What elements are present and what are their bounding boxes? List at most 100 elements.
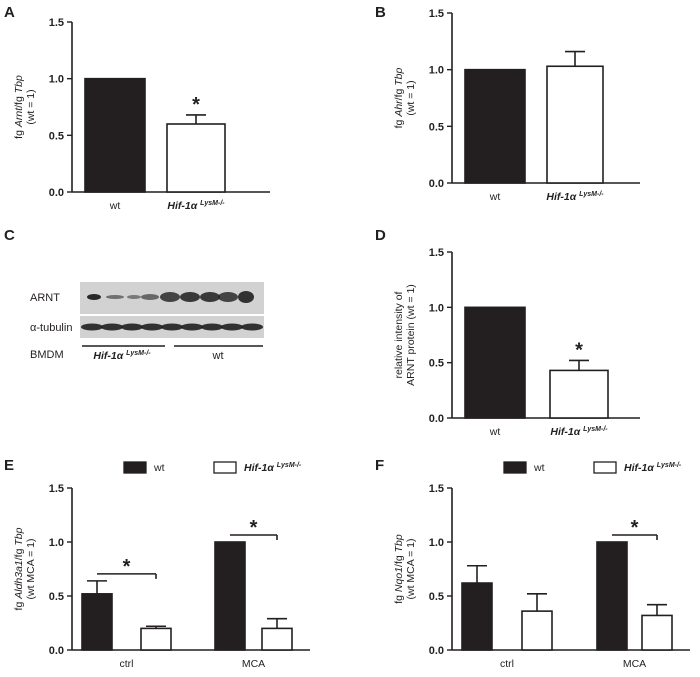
blot-band-tubulin [241,324,263,331]
y-axis-label-line1: fg Aldh3a1/fg Tbp [13,527,25,610]
y-tick-label: 0.5 [429,121,444,133]
genotype-superscript: LysM-/- [200,200,225,207]
panel-letter-d: D [375,227,386,244]
genotype-base: Hif-1α [550,426,583,438]
genotype-superscript: LysM-/- [126,350,151,357]
legend-swatch-knockout [214,462,236,473]
genotype-base: Hif-1α [244,462,277,474]
y-tick-label: 0.0 [49,645,64,657]
blot-band-tubulin [161,324,183,331]
ylabel-ref-gene: Tbp [393,534,405,552]
x-category-label: Hif-1α LysM-/- [550,426,608,438]
legend-label-wt: wt [153,462,165,474]
blot-band-arnt [141,294,159,300]
ylabel-mid: /fg [393,86,405,101]
ylabel-mid: /fg [393,552,405,567]
y-tick-label: 0.5 [429,591,444,603]
panel-letter-c: C [4,227,15,244]
chart-panel-b: 0.0 0.5 1.0 1.5 fg Ahr/fg Tbp(wt = 1) wt Hif-1… [393,8,640,203]
y-axis-label-line2: (wt MCA = 1) [405,539,417,600]
bar-knockout [642,615,672,650]
chart-panel-d: 0.0 0.5 1.0 1.5 relative intensity of ARNT pr… [393,247,640,438]
blot-band-tubulin [81,324,103,331]
panel-letter-e: E [4,457,14,474]
panel-letter-a: A [4,4,15,21]
blot-row-label: α-tubulin [30,322,72,334]
bar-wt [215,542,245,650]
genotype-base: Hif-1α [167,200,200,212]
y-axis-label-line2: ARNT protein (wt = 1) [405,284,417,386]
genotype-superscript: LysM-/- [579,191,604,198]
y-tick-label: 1.0 [429,302,444,314]
blot-band-arnt [127,295,141,299]
y-tick-label: 0.0 [429,178,444,190]
y-tick-label: 1.0 [49,74,64,86]
genotype-base: Hif-1α [93,350,126,362]
significance-star: * [250,517,258,539]
legend-label-wt: wt [533,462,545,474]
ylabel-ref-gene: Tbp [13,75,25,93]
ylabel-gene: Arnt [13,107,25,128]
bar-knockout [550,370,608,418]
x-category-label: MCA [623,658,646,670]
blot-group-wt-label: wt [212,350,224,362]
y-tick-label: 0.5 [49,591,64,603]
blot-band-arnt [87,294,101,300]
y-tick-label: 1.5 [49,483,64,495]
ylabel-ref-gene: Tbp [13,527,25,545]
y-tick-label: 0.0 [429,413,444,425]
blot-band-tubulin [221,324,243,331]
y-axis-label-line1: fg Arnt/fg Tbp [13,75,25,139]
legend-swatch-knockout [594,462,616,473]
blot-band-tubulin [121,324,143,331]
legend-swatch-wt [124,462,146,473]
significance-star: * [631,517,639,539]
ylabel-gene: Nqo1 [393,567,405,592]
y-tick-label: 1.5 [49,17,64,29]
blot-band-tubulin [101,324,123,331]
genotype-superscript: LysM-/- [657,462,682,469]
blot-band-tubulin [201,324,223,331]
x-category-label: wt [489,426,501,438]
y-axis-label-line2: (wt = 1) [405,80,417,115]
blot-band-arnt [160,292,180,302]
panel-letter-b: B [375,4,386,21]
legend-swatch-wt [504,462,526,473]
blot-band-arnt [180,292,200,302]
x-category-label: ctrl [120,658,134,670]
y-axis-label-line1: fg Nqo1/fg Tbp [393,534,405,604]
genotype-base: Hif-1α [546,191,579,203]
ylabel-ref-gene: Tbp [393,67,405,85]
bar-knockout [141,628,171,650]
y-tick-label: 0.0 [49,187,64,199]
bar-wt [462,583,492,650]
blot-group-label: BMDM [30,349,64,361]
x-category-label: ctrl [500,658,514,670]
chart-panel-f: 0.0 0.5 1.0 1.5 fg Nqo1/fg Tbp (wt MCA = 1) ct… [393,462,690,670]
significance-star: * [192,94,200,116]
ylabel-pre: fg [393,592,405,604]
y-tick-label: 1.5 [429,483,444,495]
x-category-label: wt [489,191,501,203]
bar-wt [82,594,112,650]
blot-group-knockout-label: Hif-1α LysM-/- [93,350,151,362]
x-category-label: wt [109,200,121,212]
legend-label-knockout: Hif-1α LysM-/- [244,462,302,474]
y-axis-label-line2: (wt = 1) [25,89,37,124]
blot-band-arnt [106,295,124,299]
significance-star: * [123,556,131,578]
x-category-label: Hif-1α LysM-/- [167,200,225,212]
panel-letter-f: F [375,457,384,474]
y-tick-label: 1.0 [49,537,64,549]
bar-wt [597,542,627,650]
y-axis-label-line2: (wt MCA = 1) [25,539,37,600]
bar-knockout [547,66,603,183]
bar-wt [85,79,145,192]
chart-panel-e: 0.0 0.5 1.0 1.5 fg Aldh3a1/fg Tbp(wt MCA = 1… [13,462,310,670]
ylabel-pre: fg [13,599,25,611]
y-tick-label: 0.0 [429,645,444,657]
y-tick-label: 0.5 [429,358,444,370]
ylabel-mid: /fg [13,93,25,108]
y-tick-label: 0.5 [49,130,64,142]
y-axis-label-line1: relative intensity of [393,291,405,378]
